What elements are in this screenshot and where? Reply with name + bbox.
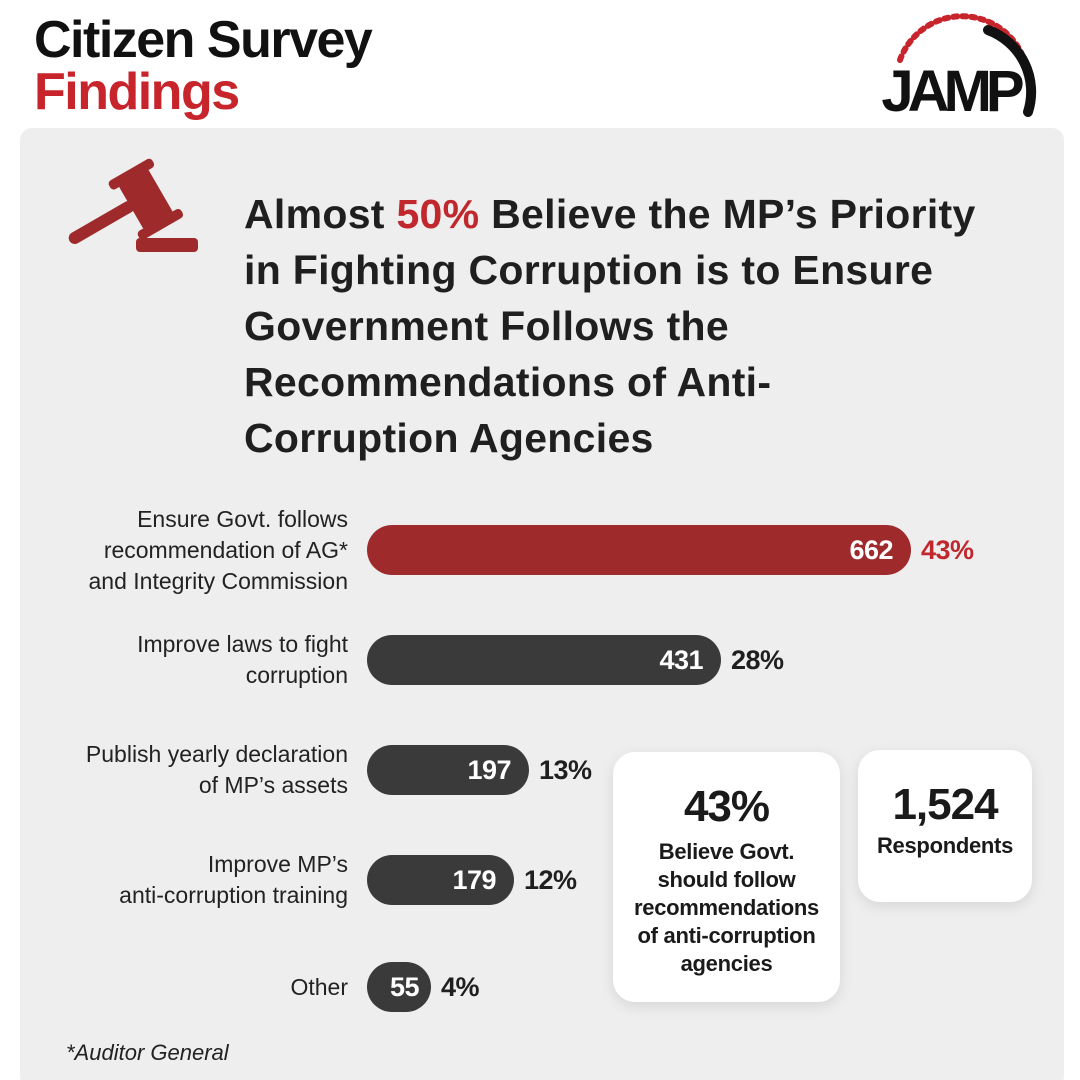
content-panel (20, 128, 1064, 1080)
bar-category-label-line: and Integrity Commission (88, 567, 349, 594)
jamp-logo: JAMP (881, 13, 1037, 123)
bar-category-label-line: Improve MP’s (207, 851, 348, 877)
bar-category-label-line: of MP’s assets (198, 772, 348, 798)
headline-post: Believe the MP’s Priority in Fighting Co… (244, 191, 976, 461)
stat-card-respondents-label: Respondents (876, 833, 1014, 858)
bar-value-label: 431 (659, 645, 703, 675)
footnote: *Auditor General (66, 1040, 229, 1065)
stat-card-respondents: 1,524 Respondents (858, 750, 1032, 902)
bar: 431 (367, 635, 721, 685)
bar-value-label: 55 (389, 972, 420, 1002)
bar-category-label: Improve MP’s anti-corruption training (119, 849, 348, 911)
bar-category-label-line: Publish yearly declaration (85, 741, 348, 767)
stat-card-respondents-value: 1,524 (892, 780, 998, 829)
bar-percent-label: 12% (524, 865, 577, 895)
bar-category-label-line: recommendation of AG* (103, 536, 348, 563)
bar-value-label: 662 (849, 535, 893, 565)
bar-percent-label: 4% (441, 972, 480, 1002)
bar-category-label: Other (290, 972, 348, 1003)
bar-category-label-line: Ensure Govt. follows (137, 505, 348, 532)
bar-value-label: 197 (467, 755, 511, 785)
bar-category-label: Publish yearly declaration of MP’s assets (86, 739, 348, 801)
page-header: Citizen Survey Findings (34, 11, 373, 121)
bar-category-label-line: anti-corruption training (119, 882, 348, 908)
stat-card-percentage-line: agencies (680, 951, 773, 976)
bar-percent-label: 43% (921, 535, 974, 565)
stat-card-percentage-line: Believe Govt. (658, 839, 795, 864)
bar-category-label: Ensure Govt. follows recommendation of AG… (89, 504, 349, 597)
bar: 55 (367, 962, 431, 1012)
gavel-icon (68, 158, 198, 252)
header-title: Citizen Survey (34, 11, 373, 69)
headline: Almost 50% Believe the MP’s Priority in … (244, 186, 984, 466)
stat-card-percentage-value: 43% (683, 782, 770, 831)
headline-highlight: 50% (396, 191, 480, 237)
bar-category-label: Improve laws to fight corruption (137, 629, 348, 691)
bar: 197 (367, 745, 529, 795)
bar-percent-label: 28% (731, 645, 784, 675)
stat-card-percentage-line: should follow (657, 867, 796, 892)
bar: 662 (367, 525, 911, 575)
bar-category-label-line: Other (290, 973, 348, 1000)
bar-category-label-line: corruption (245, 662, 348, 688)
stat-card-percentage-line: recommendations (634, 895, 819, 920)
bar-percent-label: 13% (539, 755, 592, 785)
bar: 179 (367, 855, 514, 905)
bar-value-label: 179 (452, 865, 496, 895)
headline-pre: Almost (244, 191, 397, 237)
logo-text: JAMP (881, 59, 1022, 123)
bar-category-label-line: Improve laws to fight (137, 631, 348, 657)
header-subtitle: Findings (34, 63, 240, 121)
stat-card-percentage-line: of anti-corruption (637, 923, 816, 948)
stat-card-percentage: 43% Believe Govt. should follow recommen… (613, 752, 840, 1002)
